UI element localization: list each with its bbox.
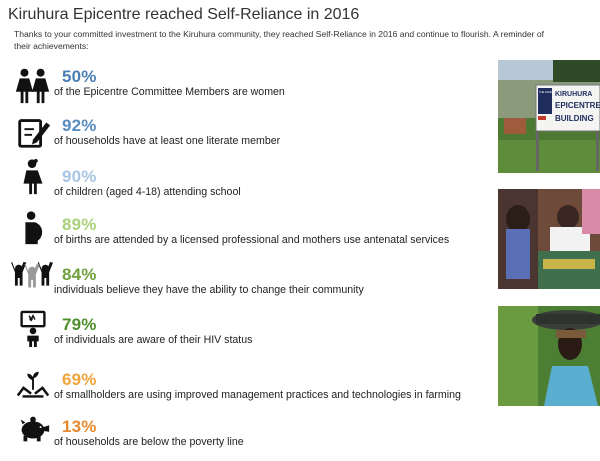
epicentre-sign-photo: THE HUNGER PROJECT UGANDA KIRUHURA EPICE… [498, 60, 600, 173]
stat-percent: 92% [62, 116, 97, 135]
stat-row-farming: 69% of smallholders are using improved m… [0, 370, 500, 414]
stat-description: of individuals are aware of their HIV st… [54, 334, 253, 346]
stat-percent: 69% [62, 370, 97, 389]
stat-description: of births are attended by a licensed pro… [54, 234, 450, 246]
stat-description: of households have at least one literate… [54, 135, 281, 147]
mothers-children-photo [498, 189, 600, 289]
intro-text: Thanks to your committed investment to t… [14, 29, 600, 52]
intro-line-1: Thanks to your committed investment to t… [14, 29, 545, 39]
schoolgirl-icon [14, 158, 52, 196]
notepad-pen-icon [14, 113, 52, 151]
stat-row-births: 89% of births are attended by a licensed… [0, 211, 500, 259]
stat-description: of children (aged 4-18) attending school [54, 186, 241, 198]
intro-line-2: their achievements: [14, 40, 89, 51]
people-raised-arms-icon [8, 259, 58, 297]
stat-description: of households are below the poverty line [54, 436, 244, 448]
stat-description: individuals believe they have the abilit… [54, 284, 364, 296]
sign-text-2: EPICENTRE [555, 101, 600, 110]
women-group-icon [14, 67, 52, 105]
sign-text-1: KIRUHURA [555, 91, 592, 98]
stat-percent: 84% [62, 265, 97, 284]
stat-description: of the Epicentre Committee Members are w… [54, 86, 285, 98]
page-title: Kiruhura Epicentre reached Self-Reliance… [8, 6, 360, 23]
woman-basin-photo [498, 306, 600, 406]
stat-row-women-committee: 50% of the Epicentre Committee Members a… [0, 67, 500, 111]
stat-row-hiv-status: 79% of individuals are aware of their HI… [0, 310, 500, 359]
pregnant-woman-icon [14, 209, 52, 247]
stat-row-poverty: 13% of households are below the poverty … [0, 414, 500, 461]
stat-row-school: 90% of children (aged 4-18) attending sc… [0, 158, 500, 211]
stat-row-literacy: 92% of households have at least one lite… [0, 116, 500, 160]
stat-percent: 50% [62, 67, 97, 86]
farming-hands-icon [14, 367, 52, 405]
stat-percent: 90% [62, 167, 97, 186]
piggy-bank-icon [14, 414, 52, 444]
stat-row-community-change: 84% individuals believe they have the ab… [0, 261, 500, 309]
stat-percent: 89% [62, 215, 97, 234]
stat-description: of smallholders are using improved manag… [54, 389, 461, 401]
hiv-test-icon [14, 310, 52, 348]
stat-percent: 79% [62, 315, 97, 334]
sign-text-3: BUILDING [555, 114, 594, 123]
sign-small-text: THE HUNGER PROJECT UGANDA [539, 90, 581, 94]
stat-percent: 13% [62, 417, 97, 436]
